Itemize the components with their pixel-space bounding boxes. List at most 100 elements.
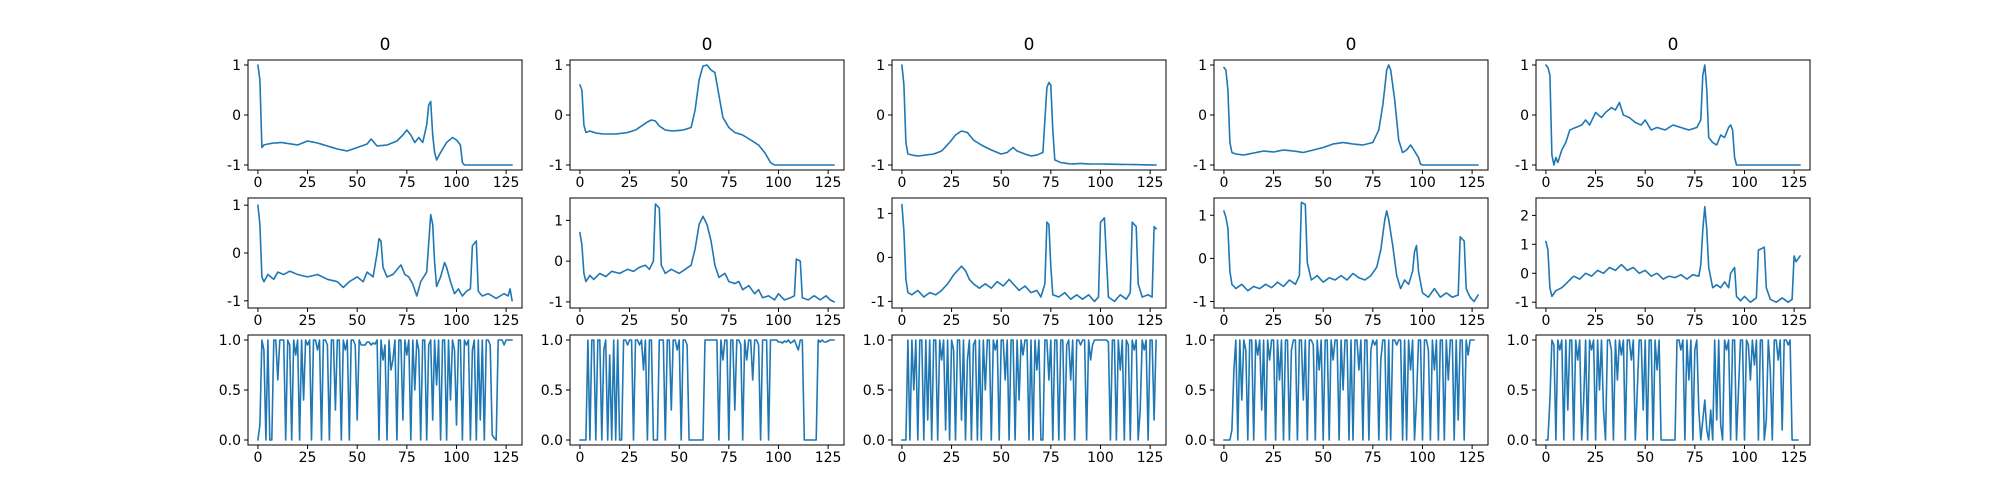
y-tick-label: 1 xyxy=(876,58,885,74)
y-tick-label: -1 xyxy=(227,158,241,174)
y-tick-label: -1 xyxy=(549,295,563,311)
x-tick-label: 75 xyxy=(1364,313,1382,329)
x-tick-label: 75 xyxy=(1686,450,1704,466)
y-tick-label: 1.0 xyxy=(1507,333,1529,349)
x-tick-label: 125 xyxy=(1781,450,1808,466)
y-tick-label: 1 xyxy=(1198,208,1207,224)
y-tick-label: 0 xyxy=(554,108,563,124)
x-tick-label: 100 xyxy=(1087,313,1114,329)
x-tick-label: 0 xyxy=(1541,175,1550,191)
series-line xyxy=(579,64,835,166)
column-title-5: 0 xyxy=(1668,35,1679,55)
x-tick-label: 100 xyxy=(1409,313,1436,329)
x-tick-label: 0 xyxy=(1541,313,1550,329)
y-tick-label: 0 xyxy=(554,254,563,270)
x-tick-label: 75 xyxy=(1042,175,1060,191)
x-tick-label: 50 xyxy=(1314,450,1332,466)
x-tick-label: 25 xyxy=(621,450,639,466)
subplot-r3-c2: 0 25 50 75 100 125 0.0 0.5 1.0 xyxy=(541,333,845,466)
x-tick-label: 125 xyxy=(1137,175,1164,191)
x-tick-label: 100 xyxy=(443,313,470,329)
y-tick-label: 0.5 xyxy=(1185,383,1207,399)
x-tick-label: 100 xyxy=(765,450,792,466)
x-tick-label: 0 xyxy=(897,313,906,329)
y-tick-label: 1.0 xyxy=(541,333,563,349)
x-tick-label: 0 xyxy=(1541,450,1550,466)
x-tick-label: 100 xyxy=(765,175,792,191)
subplot-r3-c3: 0 25 50 75 100 125 0.0 0.5 1.0 xyxy=(863,333,1167,466)
series-line xyxy=(579,339,835,441)
y-tick-label: -1 xyxy=(1193,295,1207,311)
column-title-4: 0 xyxy=(1346,35,1357,55)
plot-area-frame xyxy=(569,197,845,309)
series-line xyxy=(1545,339,1799,441)
x-tick-label: 25 xyxy=(1587,175,1605,191)
x-tick-label: 25 xyxy=(1587,313,1605,329)
x-tick-label: 50 xyxy=(1314,313,1332,329)
subplot-r1-c5: 0 25 50 75 100 125 -1 0 1 xyxy=(1515,58,1811,191)
x-tick-label: 125 xyxy=(815,313,842,329)
y-tick-label: 1 xyxy=(554,58,563,74)
x-tick-label: 125 xyxy=(1137,313,1164,329)
x-tick-label: 0 xyxy=(1219,313,1228,329)
x-tick-label: 100 xyxy=(1409,175,1436,191)
series-line xyxy=(1545,64,1801,166)
series-line xyxy=(901,203,1157,303)
subplot-r2-c1: 0 25 50 75 100 125 -1 0 1 xyxy=(227,197,523,329)
x-tick-label: 100 xyxy=(1731,313,1758,329)
x-tick-label: 75 xyxy=(1686,175,1704,191)
x-tick-label: 100 xyxy=(1731,175,1758,191)
x-tick-label: 75 xyxy=(398,450,416,466)
y-tick-label: 0.5 xyxy=(541,383,563,399)
x-tick-label: 50 xyxy=(670,450,688,466)
x-tick-label: 25 xyxy=(299,313,317,329)
x-tick-label: 25 xyxy=(621,175,639,191)
y-tick-label: 1 xyxy=(1520,237,1529,253)
x-tick-label: 50 xyxy=(992,313,1010,329)
x-tick-label: 75 xyxy=(720,313,738,329)
x-tick-label: 0 xyxy=(253,450,262,466)
x-tick-label: 50 xyxy=(1314,175,1332,191)
x-tick-label: 75 xyxy=(398,313,416,329)
y-tick-label: 1 xyxy=(876,206,885,222)
y-tick-label: 1 xyxy=(1520,58,1529,74)
y-tick-label: 1 xyxy=(232,58,241,74)
x-tick-label: 75 xyxy=(398,175,416,191)
y-tick-label: -1 xyxy=(871,158,885,174)
subplot-r2-c5: 0 25 50 75 100 125 -1 0 1 2 xyxy=(1515,197,1811,329)
y-tick-label: 1.0 xyxy=(219,333,241,349)
x-tick-label: 50 xyxy=(1636,450,1654,466)
y-tick-label: -1 xyxy=(227,294,241,310)
y-tick-label: 0 xyxy=(1520,108,1529,124)
x-tick-label: 25 xyxy=(1265,175,1283,191)
x-tick-label: 50 xyxy=(992,175,1010,191)
x-tick-label: 100 xyxy=(1087,175,1114,191)
x-tick-label: 50 xyxy=(348,175,366,191)
y-tick-label: 0.0 xyxy=(863,433,885,449)
y-tick-label: 0 xyxy=(876,250,885,266)
x-tick-label: 125 xyxy=(1459,313,1486,329)
plot-area-frame xyxy=(1213,197,1489,309)
y-tick-label: 1 xyxy=(1198,58,1207,74)
subplot-r1-c2: 0 25 50 75 100 125 -1 0 1 xyxy=(549,58,845,191)
x-tick-label: 75 xyxy=(1686,313,1704,329)
x-tick-label: 50 xyxy=(1636,313,1654,329)
x-tick-label: 25 xyxy=(299,450,317,466)
y-tick-label: 0 xyxy=(1198,251,1207,267)
y-tick-label: -1 xyxy=(1193,158,1207,174)
x-tick-label: 100 xyxy=(443,450,470,466)
y-tick-label: 0.0 xyxy=(1185,433,1207,449)
x-tick-label: 0 xyxy=(253,313,262,329)
subplot-r1-c3: 0 25 50 75 100 125 -1 0 1 xyxy=(871,58,1167,191)
x-tick-label: 125 xyxy=(493,450,520,466)
x-tick-label: 75 xyxy=(1042,450,1060,466)
y-tick-label: 1 xyxy=(554,213,563,229)
subplot-r3-c1: 0 25 50 75 100 125 0.0 0.5 1.0 xyxy=(219,333,523,466)
x-tick-label: 25 xyxy=(943,450,961,466)
subplot-r3-c4: 0 25 50 75 100 125 0.0 0.5 1.0 xyxy=(1185,333,1489,466)
x-tick-label: 25 xyxy=(1265,313,1283,329)
x-tick-label: 100 xyxy=(1087,450,1114,466)
x-tick-label: 0 xyxy=(1219,175,1228,191)
x-tick-label: 50 xyxy=(348,313,366,329)
